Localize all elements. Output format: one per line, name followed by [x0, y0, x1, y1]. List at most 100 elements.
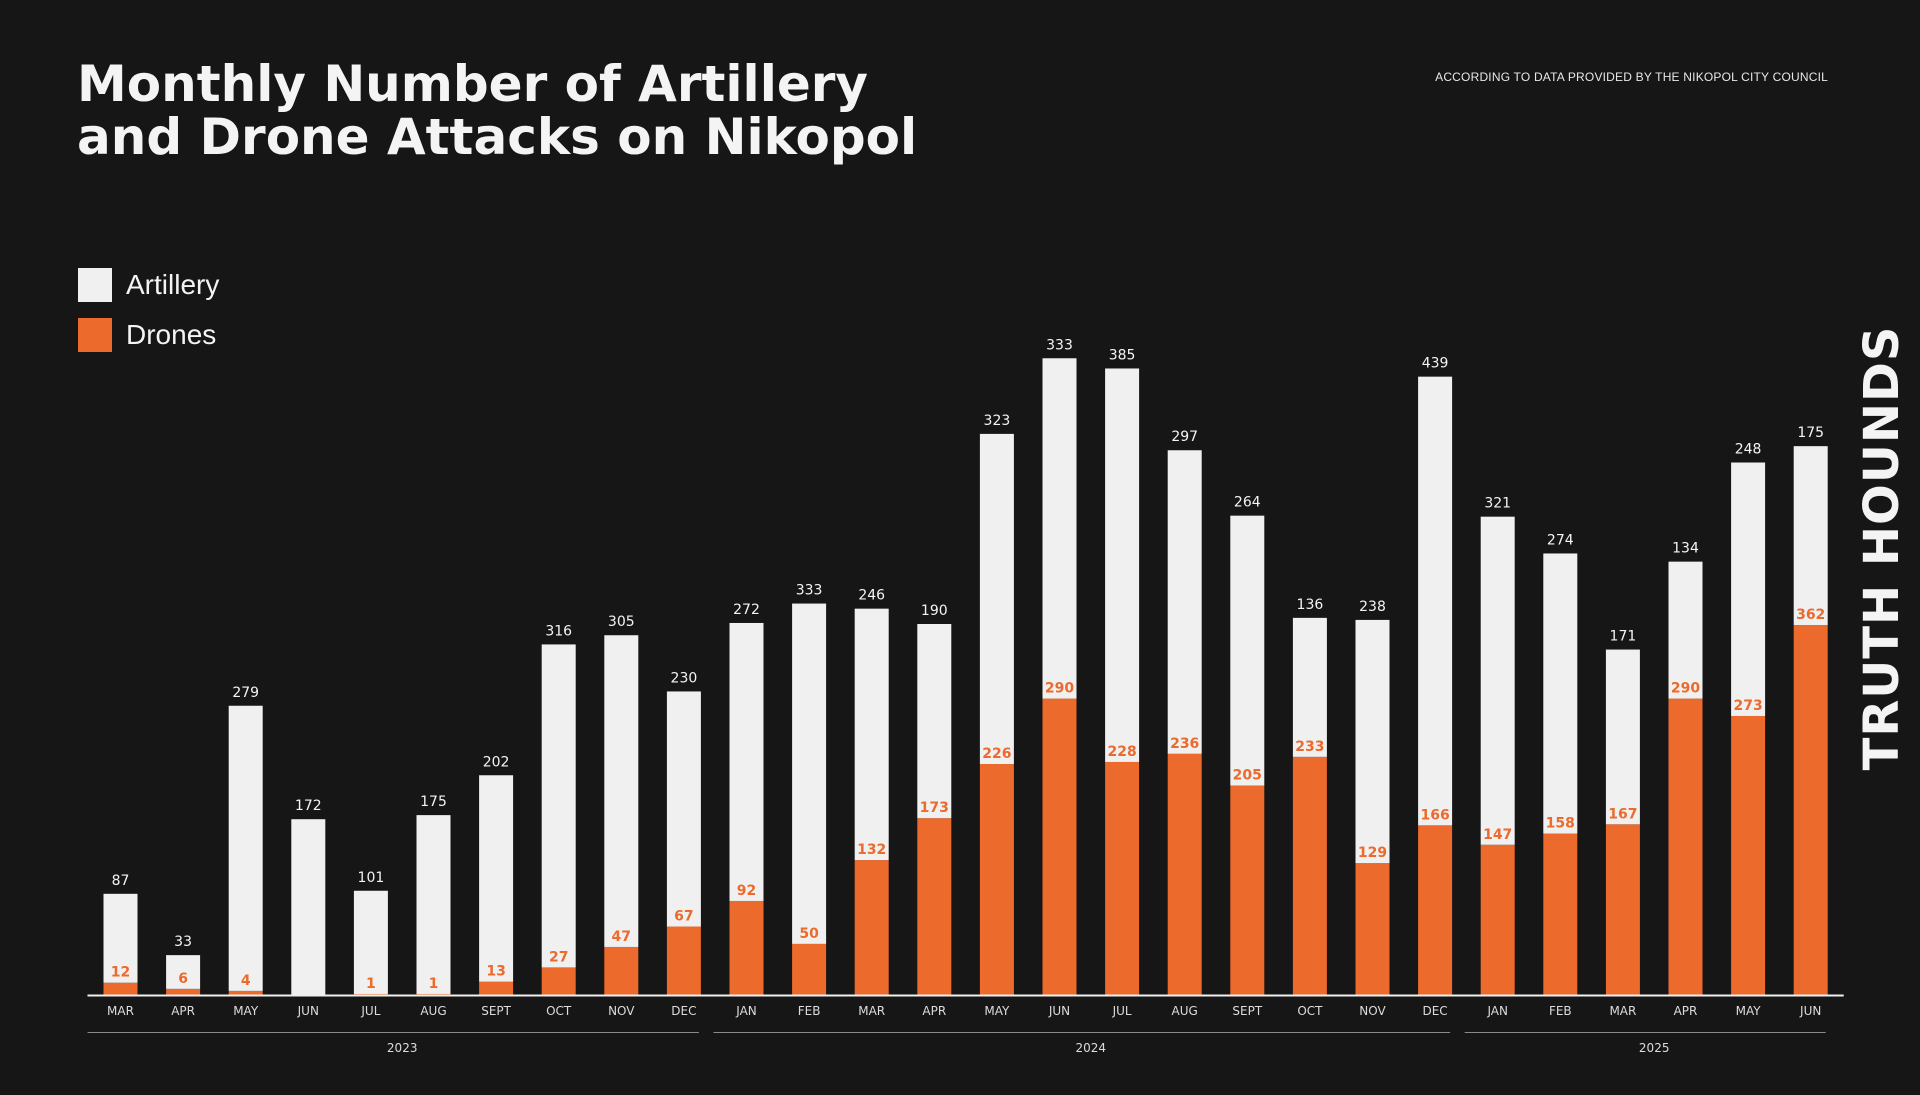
bar-artillery: [1480, 516, 1515, 845]
bar-drones: [103, 982, 138, 995]
data-label-artillery: 321: [1484, 496, 1511, 512]
year-group-label: 2025: [1639, 1041, 1670, 1055]
data-label-drones: 290: [1045, 681, 1074, 697]
bar-artillery: [1105, 368, 1140, 762]
bar-artillery: [1355, 619, 1390, 864]
bar-artillery: [1167, 450, 1202, 754]
x-tick-label: SEPT: [1232, 1004, 1262, 1018]
data-label-artillery: 297: [1171, 429, 1198, 445]
data-label-artillery: 272: [733, 602, 760, 618]
bar-drones: [1292, 756, 1327, 995]
data-label-artillery: 190: [921, 603, 948, 619]
bar-drones: [479, 981, 514, 995]
bar-drones: [541, 967, 576, 995]
data-label-artillery: 305: [608, 614, 635, 630]
bar-artillery: [604, 635, 639, 947]
legend-item-artillery: Artillery: [78, 268, 219, 302]
data-label-drones: 228: [1107, 744, 1136, 760]
bar-artillery: [479, 775, 514, 982]
bar-drones: [604, 946, 639, 995]
x-tick-label: APR: [922, 1004, 946, 1018]
bar-drones: [854, 860, 889, 995]
x-tick-label: DEC: [671, 1004, 696, 1018]
bar-drones: [979, 764, 1014, 995]
data-label-artillery: 316: [545, 623, 572, 639]
data-label-drones: 132: [857, 842, 886, 858]
x-tick-label: OCT: [546, 1004, 572, 1018]
data-label-drones: 6: [178, 971, 188, 987]
bar-drones: [1167, 753, 1202, 995]
bar-artillery: [729, 622, 764, 901]
data-label-drones: 50: [799, 926, 819, 942]
data-label-drones: 236: [1170, 736, 1199, 752]
data-label-drones: 12: [111, 965, 130, 981]
bar-artillery: [1230, 515, 1265, 786]
bar-drones: [792, 943, 827, 995]
bar-artillery: [666, 691, 701, 927]
legend-label-artillery: Artillery: [126, 269, 220, 300]
bar-artillery: [228, 705, 263, 991]
bar-artillery: [917, 623, 952, 819]
bar-artillery: [166, 955, 201, 989]
bar-drones: [1042, 698, 1077, 995]
x-tick-label: APR: [1674, 1004, 1698, 1018]
x-tick-label: JUN: [1799, 1004, 1821, 1018]
data-label-drones: 233: [1295, 739, 1324, 755]
year-group-label: 2023: [387, 1041, 418, 1055]
data-label-drones: 173: [920, 800, 949, 816]
legend-swatch-artillery: [78, 268, 112, 302]
x-tick-label: MAR: [1609, 1004, 1636, 1018]
data-label-artillery: 33: [174, 934, 192, 950]
data-label-drones: 13: [486, 964, 505, 980]
data-label-artillery: 175: [1797, 425, 1824, 441]
data-label-artillery: 248: [1735, 442, 1762, 458]
legend-swatch-drones: [78, 318, 112, 352]
data-label-drones: 290: [1671, 681, 1700, 697]
data-label-drones: 47: [612, 929, 631, 945]
data-label-artillery: 172: [295, 798, 322, 814]
chart-title-line-1: Monthly Number of Artillery: [77, 55, 868, 113]
data-label-drones: 27: [549, 949, 568, 965]
bar-drones: [353, 993, 388, 995]
x-tick-label: NOV: [1359, 1004, 1386, 1018]
bar-drones: [1480, 844, 1515, 995]
bar-drones: [729, 900, 764, 995]
x-tick-label: MAR: [107, 1004, 134, 1018]
data-label-drones: 362: [1796, 607, 1825, 623]
data-label-drones: 147: [1483, 827, 1512, 843]
bar-artillery: [103, 893, 138, 983]
bar-artillery: [1042, 358, 1077, 699]
data-label-drones: 67: [674, 909, 693, 925]
x-tick-label: SEPT: [481, 1004, 511, 1018]
x-tick-label: NOV: [608, 1004, 635, 1018]
x-tick-label: OCT: [1297, 1004, 1323, 1018]
legend-label-drones: Drones: [126, 319, 217, 350]
data-label-artillery: 230: [671, 670, 698, 686]
x-tick-label: FEB: [1549, 1004, 1572, 1018]
data-label-drones: 167: [1608, 806, 1637, 822]
bar-drones: [1355, 863, 1390, 995]
x-tick-label: AUG: [1172, 1004, 1198, 1018]
bar-artillery: [792, 603, 827, 944]
data-label-drones: 205: [1233, 767, 1262, 783]
data-label-artillery: 246: [858, 588, 885, 604]
x-tick-label: JUN: [1048, 1004, 1070, 1018]
source-note: ACCORDING TO DATA PROVIDED BY THE NIKOPO…: [1435, 70, 1828, 84]
bar-artillery: [541, 644, 576, 968]
bar-artillery: [1418, 376, 1453, 826]
data-label-artillery: 274: [1547, 532, 1574, 548]
data-label-drones: 166: [1420, 807, 1449, 823]
data-label-drones: 273: [1733, 698, 1762, 714]
bar-drones: [1793, 625, 1828, 995]
legend: Artillery Drones: [78, 268, 219, 368]
data-label-artillery: 385: [1109, 347, 1136, 363]
data-label-drones: 92: [737, 883, 756, 899]
bar-drones: [1230, 785, 1265, 995]
data-label-artillery: 202: [483, 754, 510, 770]
bar-artillery: [1543, 553, 1578, 834]
data-label-artillery: 279: [232, 685, 259, 701]
data-label-drones: 1: [429, 976, 439, 992]
x-tick-label: JUL: [360, 1004, 380, 1018]
data-label-artillery: 264: [1234, 495, 1261, 511]
